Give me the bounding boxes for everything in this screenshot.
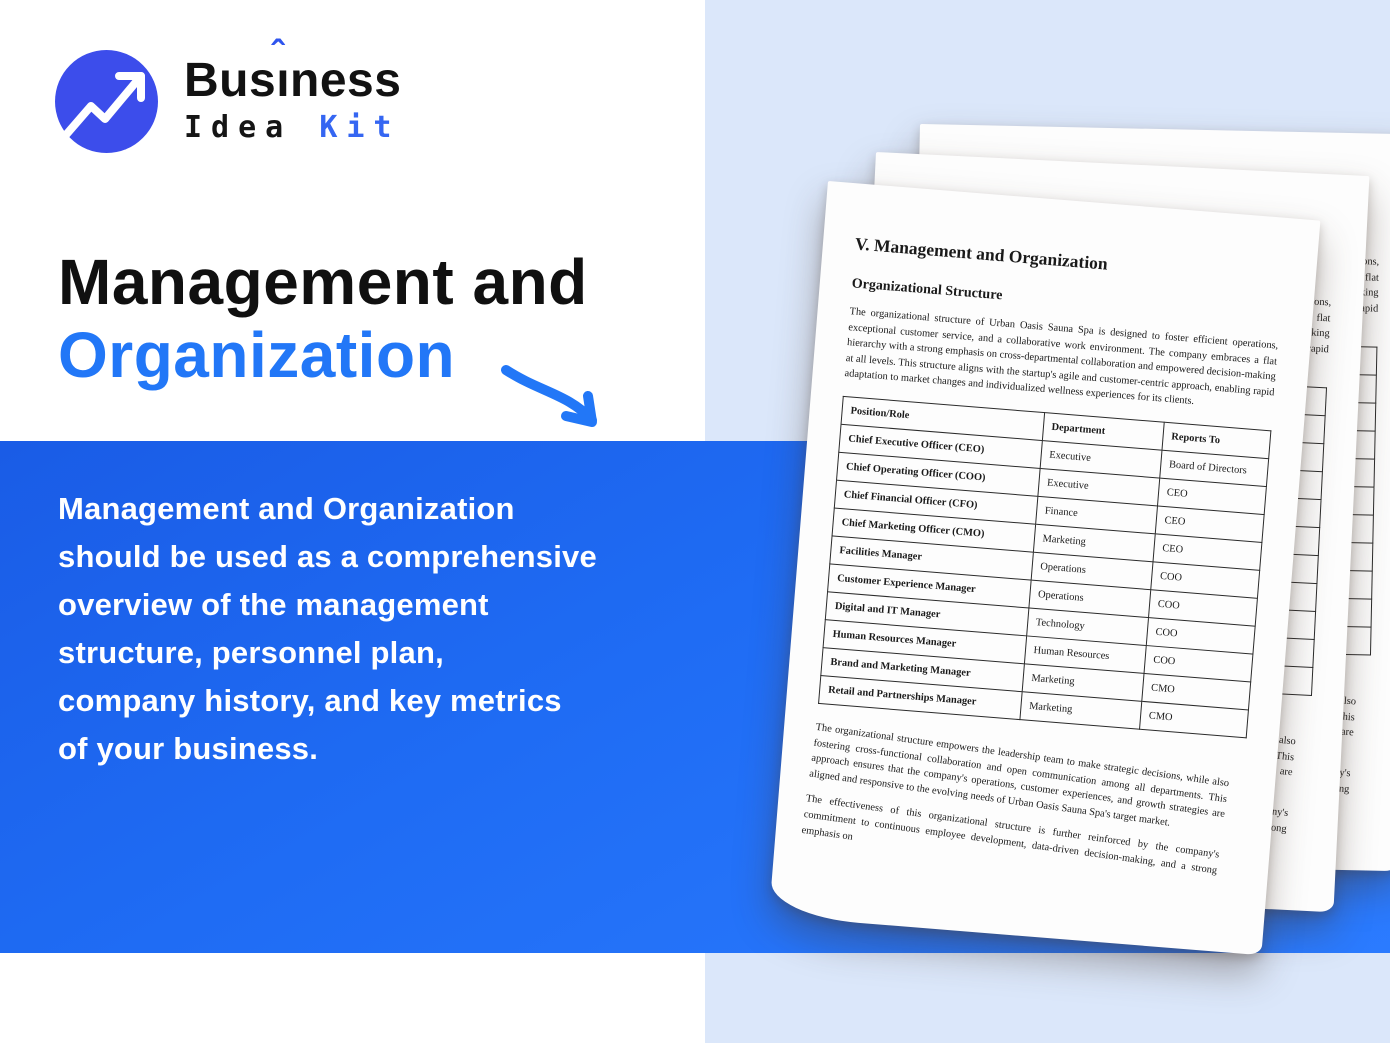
page-title-line1: Management and: [58, 246, 588, 318]
org-structure-table: Position/Role Department Reports To Chie…: [818, 396, 1271, 738]
trending-up-icon: [55, 50, 158, 153]
page-title: Management and Organization: [58, 246, 588, 392]
brand-name-idea-kit: Idea Kit: [184, 110, 401, 145]
brand-name-business: Busı ˆ ness: [184, 33, 402, 107]
brand-wordmark: Busı ˆ ness Idea Kit: [184, 33, 402, 153]
caret-accent: ˆ: [271, 33, 285, 77]
document-closing: The organizational structure empowers th…: [801, 720, 1230, 895]
document-title: V. Management and Organization: [854, 233, 1109, 274]
description-text: Management and Organization should be us…: [58, 491, 597, 766]
document-page-front: V. Management and Organization Organizat…: [768, 181, 1321, 956]
brand-logo: Busı ˆ ness Idea Kit: [55, 33, 402, 153]
curved-arrow-icon: [500, 358, 612, 441]
page-title-line2: Organization: [58, 319, 456, 391]
